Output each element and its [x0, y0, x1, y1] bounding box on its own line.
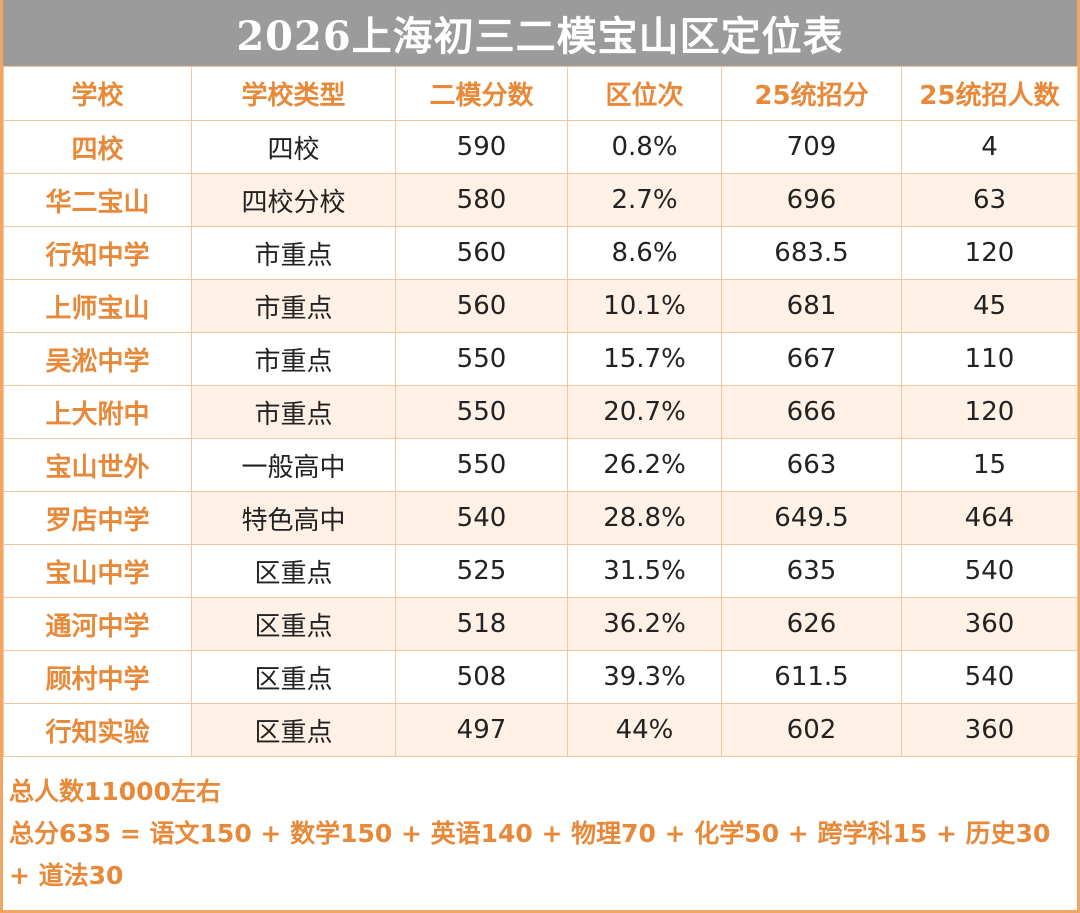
cell-district-rank: 15.7%: [567, 332, 722, 386]
notes: 总人数11000左右 总分635 = 语文150 + 数学150 + 英语140…: [3, 757, 1077, 897]
cell-mock-score: 508: [395, 650, 568, 704]
header-mock-score: 二模分数: [395, 66, 568, 121]
table-row: 行知中学 市重点 560 8.6% 683.5 120: [3, 226, 1078, 280]
cell-admission-count: 120: [901, 385, 1078, 439]
table-header-row: 学校 学校类型 二模分数 区位次 25统招分 25统招人数: [3, 66, 1078, 121]
cell-admission-score: 626: [721, 597, 902, 651]
cell-admission-count: 120: [901, 226, 1078, 280]
cell-school-name: 华二宝山: [3, 173, 192, 227]
cell-school-type: 四校分校: [191, 173, 396, 227]
cell-district-rank: 44%: [567, 703, 722, 757]
cell-district-rank: 2.7%: [567, 173, 722, 227]
table-row: 华二宝山 四校分校 580 2.7% 696 63: [3, 173, 1078, 227]
cell-district-rank: 39.3%: [567, 650, 722, 704]
cell-admission-count: 63: [901, 173, 1078, 227]
cell-school-name: 行知实验: [3, 703, 192, 757]
cell-admission-score: 666: [721, 385, 902, 439]
cell-school-name: 上大附中: [3, 385, 192, 439]
cell-school-name: 吴淞中学: [3, 332, 192, 386]
table-row: 通河中学 区重点 518 36.2% 626 360: [3, 597, 1078, 651]
cell-school-name: 宝山中学: [3, 544, 192, 598]
cell-school-type: 特色高中: [191, 491, 396, 545]
cell-school-name: 四校: [3, 120, 192, 174]
cell-district-rank: 10.1%: [567, 279, 722, 333]
header-2025-admission-score: 25统招分: [721, 66, 902, 121]
cell-school-name: 上师宝山: [3, 279, 192, 333]
cell-admission-score: 681: [721, 279, 902, 333]
cell-school-name: 宝山世外: [3, 438, 192, 492]
note-score-formula: 总分635 = 语文150 + 数学150 + 英语140 + 物理70 + 化…: [9, 819, 1051, 890]
ranking-table: 学校 学校类型 二模分数 区位次 25统招分 25统招人数 四校 四校 590 0.8…: [3, 66, 1078, 757]
cell-admission-score: 696: [721, 173, 902, 227]
cell-school-type: 区重点: [191, 597, 396, 651]
cell-mock-score: 590: [395, 120, 568, 174]
cell-mock-score: 560: [395, 226, 568, 280]
table-row: 上师宝山 市重点 560 10.1% 681 45: [3, 279, 1078, 333]
header-2025-admission-count: 25统招人数: [901, 66, 1078, 121]
cell-mock-score: 525: [395, 544, 568, 598]
table-row: 吴淞中学 市重点 550 15.7% 667 110: [3, 332, 1078, 386]
table-row: 宝山世外 一般高中 550 26.2% 663 15: [3, 438, 1078, 492]
cell-district-rank: 28.8%: [567, 491, 722, 545]
header-district-rank: 区位次: [567, 66, 722, 121]
cell-mock-score: 550: [395, 332, 568, 386]
cell-school-name: 通河中学: [3, 597, 192, 651]
cell-admission-score: 602: [721, 703, 902, 757]
cell-admission-count: 15: [901, 438, 1078, 492]
cell-school-type: 市重点: [191, 279, 396, 333]
page-title: 2026上海初三二模宝山区定位表: [3, 0, 1077, 66]
cell-school-type: 市重点: [191, 226, 396, 280]
cell-admission-count: 360: [901, 703, 1078, 757]
table-row: 罗店中学 特色高中 540 28.8% 649.5 464: [3, 491, 1078, 545]
header-school-type: 学校类型: [191, 66, 396, 121]
cell-district-rank: 8.6%: [567, 226, 722, 280]
cell-mock-score: 540: [395, 491, 568, 545]
cell-admission-count: 464: [901, 491, 1078, 545]
table-row: 顾村中学 区重点 508 39.3% 611.5 540: [3, 650, 1078, 704]
table-row: 行知实验 区重点 497 44% 602 360: [3, 703, 1078, 757]
cell-school-name: 顾村中学: [3, 650, 192, 704]
cell-district-rank: 20.7%: [567, 385, 722, 439]
cell-mock-score: 550: [395, 438, 568, 492]
cell-school-type: 区重点: [191, 544, 396, 598]
cell-admission-score: 649.5: [721, 491, 902, 545]
cell-admission-score: 709: [721, 120, 902, 174]
cell-district-rank: 0.8%: [567, 120, 722, 174]
cell-mock-score: 497: [395, 703, 568, 757]
cell-mock-score: 580: [395, 173, 568, 227]
cell-school-type: 区重点: [191, 650, 396, 704]
cell-mock-score: 518: [395, 597, 568, 651]
cell-school-name: 罗店中学: [3, 491, 192, 545]
cell-admission-score: 611.5: [721, 650, 902, 704]
cell-admission-count: 4: [901, 120, 1078, 174]
cell-admission-count: 540: [901, 544, 1078, 598]
note-total-students: 总人数11000左右: [9, 777, 221, 806]
cell-school-type: 市重点: [191, 385, 396, 439]
cell-admission-count: 45: [901, 279, 1078, 333]
cell-admission-score: 635: [721, 544, 902, 598]
cell-school-type: 四校: [191, 120, 396, 174]
cell-school-type: 区重点: [191, 703, 396, 757]
cell-school-name: 行知中学: [3, 226, 192, 280]
cell-admission-score: 683.5: [721, 226, 902, 280]
cell-district-rank: 36.2%: [567, 597, 722, 651]
cell-admission-count: 540: [901, 650, 1078, 704]
cell-district-rank: 31.5%: [567, 544, 722, 598]
table-row: 宝山中学 区重点 525 31.5% 635 540: [3, 544, 1078, 598]
cell-admission-score: 663: [721, 438, 902, 492]
cell-mock-score: 560: [395, 279, 568, 333]
cell-admission-count: 360: [901, 597, 1078, 651]
header-school: 学校: [3, 66, 192, 121]
cell-admission-count: 110: [901, 332, 1078, 386]
cell-admission-score: 667: [721, 332, 902, 386]
cell-mock-score: 550: [395, 385, 568, 439]
cell-school-type: 市重点: [191, 332, 396, 386]
cell-district-rank: 26.2%: [567, 438, 722, 492]
cell-school-type: 一般高中: [191, 438, 396, 492]
table-row: 上大附中 市重点 550 20.7% 666 120: [3, 385, 1078, 439]
table-row: 四校 四校 590 0.8% 709 4: [3, 120, 1078, 174]
